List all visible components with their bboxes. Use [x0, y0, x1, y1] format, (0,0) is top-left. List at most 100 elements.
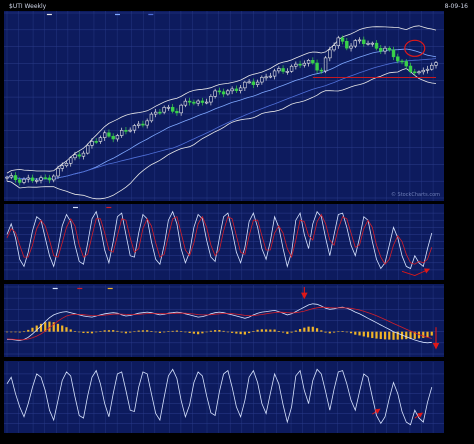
- histogram-bar: [328, 331, 331, 334]
- histogram-bar: [311, 326, 314, 332]
- candle-body: [73, 154, 77, 159]
- histogram-bar: [103, 330, 106, 332]
- histogram-bar: [315, 328, 319, 332]
- candle-body: [311, 60, 315, 64]
- candle-body: [294, 63, 298, 67]
- histogram-bar: [39, 323, 43, 332]
- candle-body: [94, 141, 98, 143]
- candle-body: [357, 39, 362, 42]
- histogram-bar: [409, 331, 412, 340]
- candle-body: [179, 104, 183, 114]
- histogram-bar: [120, 331, 123, 333]
- candle-body: [39, 177, 43, 181]
- candle-body: [98, 137, 103, 142]
- candle-body: [192, 101, 196, 104]
- histogram-bar: [22, 331, 26, 333]
- histogram-bar: [192, 331, 195, 334]
- candle-body: [56, 168, 60, 177]
- candle-body: [5, 176, 9, 179]
- histogram-bar: [133, 331, 136, 333]
- histogram-bar: [65, 327, 68, 332]
- histogram-bar: [281, 331, 285, 333]
- candle-body: [43, 177, 47, 179]
- histogram-bar: [375, 331, 378, 339]
- candle-body: [425, 68, 430, 71]
- candle-body: [102, 132, 107, 138]
- candle-body: [149, 113, 154, 122]
- candle-body: [298, 63, 302, 66]
- histogram-bar: [69, 329, 72, 332]
- histogram-bar: [188, 331, 191, 334]
- histogram-bar: [290, 331, 293, 333]
- candle-body: [430, 64, 434, 70]
- histogram-bar: [354, 331, 357, 335]
- histogram-bar: [286, 331, 289, 334]
- series-fast-3k: [6, 210, 433, 270]
- candle-body: [132, 125, 137, 131]
- annotation-ellipse: [404, 39, 426, 57]
- candle-body: [366, 42, 370, 45]
- histogram-bar: [31, 327, 34, 332]
- histogram-bar: [18, 331, 21, 333]
- histogram-bar: [264, 329, 268, 332]
- candle-body: [22, 178, 26, 183]
- histogram-bar: [388, 331, 391, 340]
- candle-body: [336, 37, 341, 46]
- annotation-arrow: [414, 412, 424, 419]
- histogram-bar: [239, 331, 242, 335]
- candle-body: [374, 42, 379, 49]
- candle-body: [387, 47, 391, 51]
- candle-body: [408, 65, 413, 73]
- histogram-bar: [426, 331, 429, 338]
- histogram-bar: [141, 330, 145, 332]
- histogram-bar: [235, 331, 238, 334]
- histogram-bar: [137, 330, 140, 332]
- histogram-bar: [430, 331, 433, 336]
- histogram-bar: [124, 331, 128, 334]
- candle-body: [370, 42, 374, 45]
- histogram-bar: [366, 331, 370, 338]
- candle-body: [30, 177, 35, 181]
- candle-body: [328, 49, 332, 59]
- bollinger-upper: [6, 25, 437, 174]
- candle-body: [319, 69, 324, 72]
- histogram-bar: [248, 331, 251, 334]
- histogram-bar: [197, 331, 200, 335]
- histogram-bar: [90, 331, 94, 334]
- candle-body: [187, 100, 192, 103]
- candle-body: [260, 77, 264, 83]
- williams-panel: [4, 361, 444, 433]
- candle-body: [413, 71, 417, 74]
- candle-body: [243, 81, 247, 89]
- histogram-bar: [184, 331, 187, 333]
- histogram-bar: [349, 331, 353, 334]
- candle-body: [383, 47, 387, 52]
- histogram-bar: [243, 331, 246, 335]
- candle-body: [421, 69, 425, 73]
- candle-body: [60, 165, 64, 169]
- candle-body: [306, 60, 311, 64]
- histogram-bar: [86, 331, 89, 334]
- histogram-bar: [371, 331, 374, 339]
- candle-body: [226, 90, 230, 95]
- candle-body: [230, 88, 234, 92]
- candle-body: [272, 70, 277, 77]
- histogram-bar: [209, 330, 212, 332]
- histogram-bar: [269, 329, 272, 332]
- histogram-bar: [35, 325, 38, 332]
- histogram-bar: [82, 331, 85, 334]
- histogram-bar: [167, 331, 170, 332]
- histogram-bar: [116, 330, 119, 332]
- histogram-bar: [214, 330, 217, 332]
- sma40-line: [6, 58, 437, 180]
- annotation-arrow: [401, 268, 430, 277]
- histogram-bar: [256, 329, 259, 332]
- histogram-bar: [129, 331, 132, 333]
- histogram-bar: [345, 331, 348, 333]
- histogram-bar: [400, 331, 404, 340]
- histogram-bar: [150, 330, 153, 332]
- candle-body: [204, 101, 209, 104]
- candle-body: [323, 57, 328, 72]
- histogram-bar: [56, 323, 60, 332]
- candle-body: [362, 39, 366, 45]
